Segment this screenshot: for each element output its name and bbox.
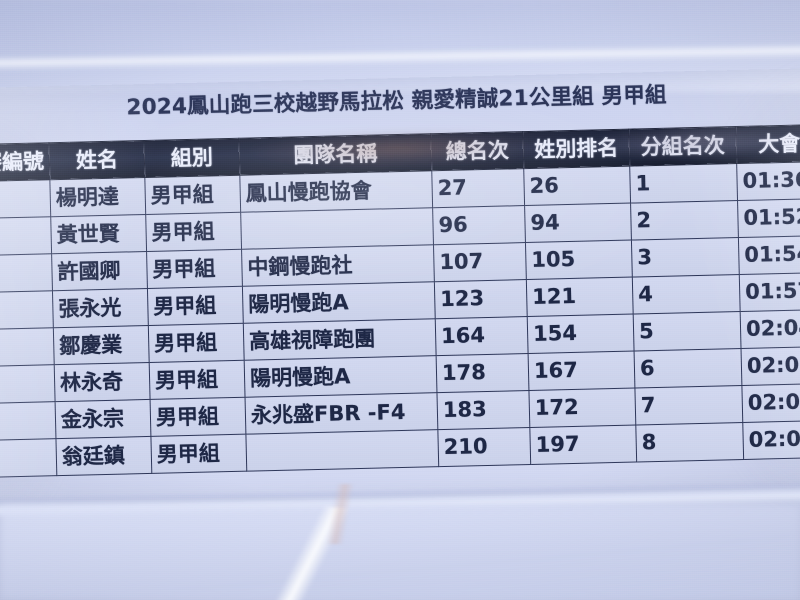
cell-division-rank: 2 — [630, 200, 739, 241]
cell-gun-time: 01:36: — [736, 161, 800, 201]
cell-team: 鳳山慢跑協會 — [239, 170, 433, 213]
cell-team: 陽明慢跑A — [244, 355, 437, 398]
cell-name: 林永奇 — [54, 362, 151, 402]
cell-gender-rank: 172 — [528, 388, 636, 428]
results-table-body: 02 楊明達 男甲組 鳳山慢跑協會 27 26 1 01:36: 96 黃世賢 … — [0, 161, 800, 478]
cell-bib: 2 — [0, 438, 57, 478]
column-header-name[interactable]: 姓名 — [48, 140, 145, 180]
column-header-bib[interactable]: 賽編號 — [0, 142, 50, 183]
cell-gender-rank: 197 — [529, 425, 637, 465]
cell-gender-rank: 26 — [523, 166, 631, 206]
cell-gun-time: 02:09 — [742, 419, 800, 460]
cell-team — [240, 207, 434, 250]
cell-gun-time: 02:05 — [741, 382, 800, 423]
cell-gender-rank: 121 — [526, 277, 634, 317]
cell-group: 男甲組 — [144, 175, 241, 215]
cell-name: 鄒慶業 — [53, 325, 150, 365]
cell-bib: 9 — [0, 290, 54, 330]
cell-group: 男甲組 — [150, 434, 247, 474]
column-header-team[interactable]: 團隊名稱 — [238, 133, 432, 176]
cell-bib: 26 — [0, 253, 53, 293]
results-sheet: 2024鳳山跑三校越野馬拉松 親愛精誠21公里組 男甲組 賽編號 姓名 組別 團… — [0, 67, 800, 509]
cell-name: 張永光 — [52, 288, 149, 328]
cell-name: 金永宗 — [55, 399, 151, 439]
cell-division-rank: 5 — [633, 311, 742, 352]
cell-division-rank: 6 — [634, 348, 742, 389]
cell-bib: 02 — [0, 179, 51, 219]
cell-gender-rank: 154 — [527, 314, 635, 354]
cell-team: 中鋼慢跑社 — [241, 244, 435, 287]
cell-division-rank: 8 — [635, 422, 744, 462]
cell-gun-time: 01:57 — [739, 272, 800, 312]
cell-gender-rank: 94 — [524, 203, 632, 243]
cell-overall-rank: 107 — [433, 242, 527, 282]
column-header-gun-time[interactable]: 大會時 — [735, 124, 800, 164]
cell-overall-rank: 27 — [431, 168, 525, 208]
cell-gun-time: 02:05 — [741, 345, 800, 386]
results-table: 賽編號 姓名 組別 團隊名稱 總名次 姓別排名 分組名次 大會時 02 楊明達 … — [0, 124, 800, 479]
cell-bib: 6 — [0, 364, 56, 404]
cell-group: 男甲組 — [150, 397, 246, 437]
cell-group: 男甲組 — [147, 286, 244, 326]
cell-division-rank: 1 — [629, 163, 738, 204]
cell-name: 翁廷鎮 — [55, 436, 152, 476]
cell-overall-rank: 178 — [436, 353, 529, 393]
cell-gender-rank: 105 — [525, 240, 633, 280]
cell-name: 楊明達 — [49, 177, 146, 217]
cell-overall-rank: 96 — [432, 205, 526, 245]
column-header-division-rank[interactable]: 分組名次 — [628, 126, 737, 167]
cell-overall-rank: 123 — [434, 279, 528, 319]
cell-gun-time: 01:52: — [737, 198, 800, 238]
cell-team: 陽明慢跑A — [242, 281, 436, 324]
cell-overall-rank: 210 — [437, 427, 531, 467]
cell-group: 男甲組 — [149, 360, 246, 400]
cell-division-rank: 3 — [631, 237, 740, 278]
cell-group: 男甲組 — [148, 323, 245, 363]
cell-overall-rank: 183 — [436, 390, 530, 430]
cell-bib: 9 — [0, 401, 56, 441]
cell-name: 黃世賢 — [50, 214, 147, 254]
cell-bib: 1 — [0, 327, 55, 367]
cell-name: 許國卿 — [51, 251, 148, 291]
cell-gun-time: 02:04 — [740, 308, 800, 349]
cell-group: 男甲組 — [145, 212, 242, 252]
cell-gun-time: 01:54: — [738, 235, 800, 275]
column-header-gender-rank[interactable]: 姓別排名 — [522, 129, 630, 169]
cell-bib: 96 — [0, 216, 52, 256]
cell-overall-rank: 164 — [435, 316, 529, 356]
cell-group: 男甲組 — [146, 249, 243, 289]
column-header-overall-rank[interactable]: 總名次 — [430, 131, 524, 171]
cell-division-rank: 4 — [632, 274, 741, 315]
column-header-group[interactable]: 組別 — [143, 138, 240, 178]
cell-team: 高雄視障跑團 — [243, 318, 437, 361]
cell-gender-rank: 167 — [528, 351, 635, 391]
cell-team: 永兆盛FBR -F4 — [245, 392, 438, 435]
cell-division-rank: 7 — [634, 385, 743, 426]
cell-team — [245, 429, 439, 472]
